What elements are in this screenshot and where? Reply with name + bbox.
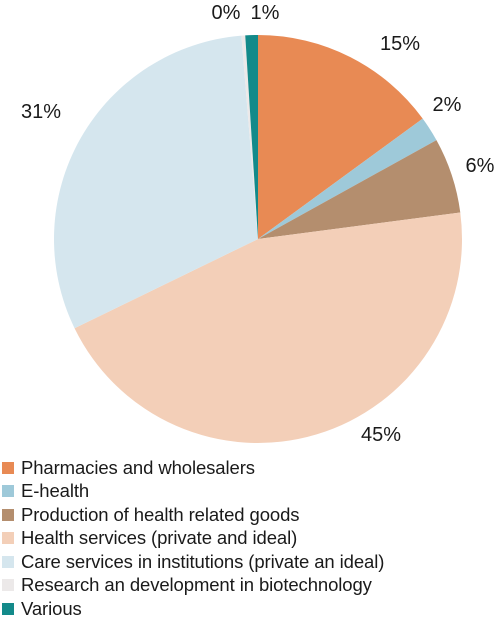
legend-swatch — [2, 602, 14, 615]
legend-label: Research an development in biotechnology — [21, 574, 372, 596]
pie-slice-pharmacies-and-wholesalers — [258, 35, 423, 239]
pie-label-health-services-private-and-ideal: 45% — [361, 424, 401, 446]
pie-label-pharmacies-and-wholesalers: 15% — [380, 33, 420, 55]
chart-legend: Pharmacies and wholesalers E-health Produc… — [2, 456, 498, 621]
pie-slice-production-of-health-related-goods — [258, 140, 461, 239]
legend-item-production-of-health-related-goods: Production of health related goods — [2, 503, 498, 527]
legend-swatch — [2, 532, 14, 545]
legend-swatch — [2, 461, 14, 474]
legend-swatch — [2, 579, 14, 592]
pie-label-production-of-health-related-goods: 6% — [466, 155, 495, 177]
pie-label-e-health: 2% — [433, 94, 462, 116]
legend-label: Various — [21, 597, 82, 619]
legend-label: Pharmacies and wholesalers — [21, 456, 255, 478]
pie-slices — [54, 35, 463, 444]
legend-item-research-an-development-in-biotechnology: Research an development in biotechnology — [2, 574, 498, 598]
pie-slice-health-services-private-and-ideal — [74, 212, 463, 444]
legend-item-e-health: E-health — [2, 480, 498, 504]
pie-slice-research-an-development-in-biotechnology — [241, 35, 258, 240]
pie-slice-various — [245, 35, 258, 239]
pie-percentage-labels: 15% 2% 6% 45% 31% 0% 1% — [21, 2, 495, 446]
legend-item-various: Various — [2, 597, 498, 621]
pie-slice-care-services-in-institutions-private-an-ideal — [54, 35, 259, 329]
pie-label-care-services-in-institutions-private-an-ideal: 31% — [21, 101, 61, 123]
legend-item-health-services-private-and-ideal: Health services (private and ideal) — [2, 527, 498, 551]
legend-swatch — [2, 485, 14, 498]
legend-label: E-health — [21, 480, 90, 502]
pie-chart: 15% 2% 6% 45% 31% 0% 1% — [21, 2, 495, 446]
pie-label-various: 1% — [251, 2, 280, 24]
legend-label: Production of health related goods — [21, 503, 300, 525]
legend-item-care-services-in-institutions-private-an-ideal: Care services in institutions (private a… — [2, 550, 498, 574]
pie-label-research-an-development-in-biotechnology: 0% — [212, 2, 241, 24]
legend-item-pharmacies-and-wholesalers: Pharmacies and wholesalers — [2, 456, 498, 480]
legend-swatch — [2, 508, 14, 521]
pie-slice-e-health — [258, 118, 437, 239]
legend-label: Care services in institutions (private a… — [21, 550, 385, 572]
legend-swatch — [2, 555, 14, 568]
legend-label: Health services (private and ideal) — [21, 527, 298, 549]
